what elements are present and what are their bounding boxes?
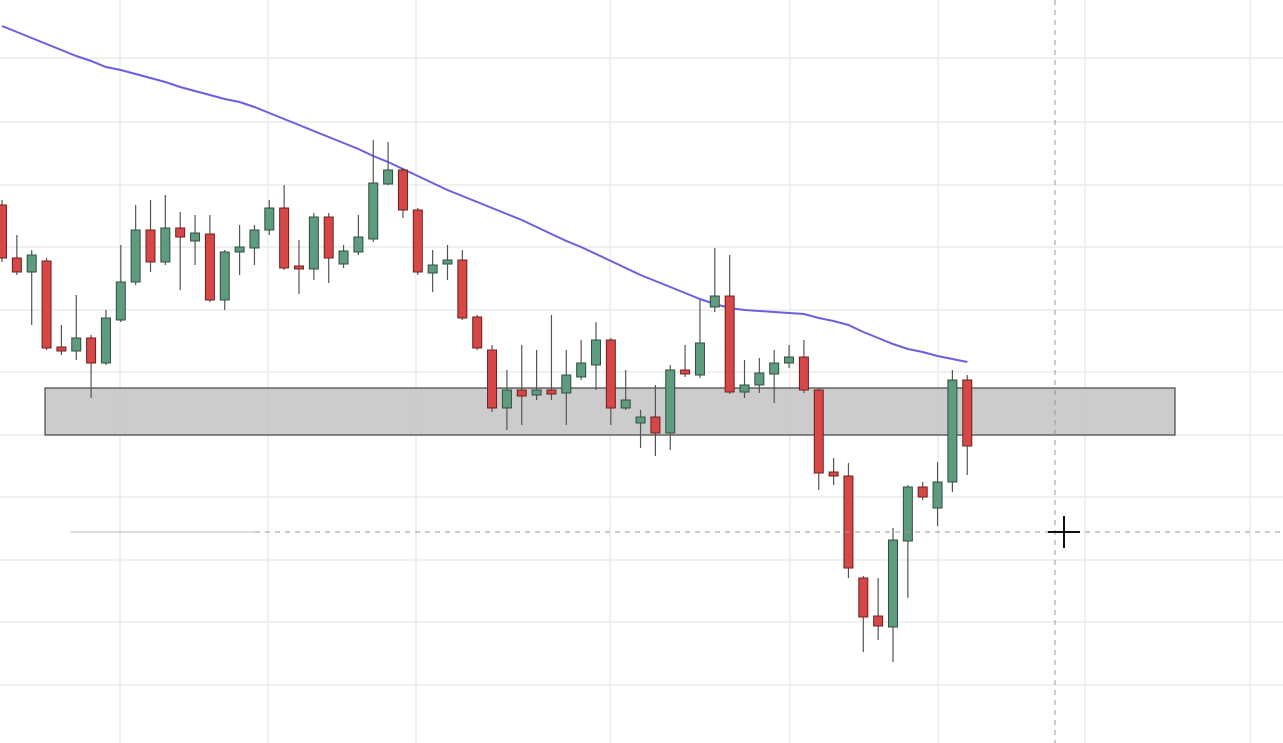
candle-body (427, 264, 438, 274)
candle-body (531, 389, 542, 396)
candle-body (175, 227, 186, 238)
candle-body (130, 229, 141, 283)
moving-average (1, 25, 968, 363)
candle-body (11, 257, 22, 273)
candle-body (620, 399, 631, 409)
crosshair (70, 0, 1283, 743)
candle-body (412, 209, 423, 273)
candle-body (546, 389, 557, 395)
candle-body (888, 539, 898, 628)
candle-body (308, 216, 319, 270)
candle-body (694, 342, 705, 376)
candle-body (784, 356, 795, 364)
candle-body (100, 317, 111, 364)
candle-body (769, 362, 780, 375)
candle-body (962, 379, 973, 447)
candle-body (294, 265, 304, 270)
candle-body (947, 379, 958, 483)
candle-body (190, 232, 201, 242)
candle-body (724, 295, 735, 393)
candle-body (472, 316, 483, 349)
candle-body (397, 169, 408, 211)
candle-body (917, 486, 928, 498)
candle-body (115, 281, 126, 321)
candle-body (457, 259, 468, 319)
candle-body (145, 229, 156, 263)
candle-body (41, 260, 52, 349)
candle-body (561, 374, 572, 394)
candle-body (665, 369, 676, 434)
candle-body (754, 372, 765, 386)
candle-body (798, 356, 809, 391)
candle-body (323, 216, 334, 259)
candle-body (591, 339, 601, 366)
candle-body (902, 486, 913, 542)
ma-layer (1, 25, 968, 363)
candle-body (279, 207, 290, 269)
candle-body (858, 577, 869, 618)
candle-body (650, 416, 661, 434)
candle-body (234, 246, 245, 253)
candle-body (605, 339, 616, 409)
candle-body (516, 389, 527, 397)
candle-body (828, 471, 839, 477)
candle-body (71, 337, 82, 352)
candle-body (368, 182, 379, 240)
candle-body (219, 251, 230, 301)
candle-body (843, 475, 854, 569)
candle-body (249, 229, 260, 249)
candle-body (576, 362, 587, 378)
candle-body (353, 236, 364, 253)
candle-body (56, 346, 67, 352)
candles (0, 140, 973, 662)
candle-body (204, 233, 215, 301)
candle-body (873, 615, 884, 627)
candle-body (338, 250, 349, 265)
candle-body (86, 337, 97, 364)
candle-body (813, 389, 824, 474)
candle-body (501, 389, 512, 409)
candle-body (442, 259, 453, 265)
candle-body (264, 207, 275, 231)
candle-body (680, 369, 691, 375)
candle-body (635, 416, 646, 424)
candle-body (739, 384, 750, 393)
candle-body (383, 169, 394, 185)
candle-body (932, 481, 943, 509)
candle-body (709, 295, 720, 308)
candle-body (0, 204, 7, 259)
candle-body (487, 349, 498, 409)
candle-body (26, 254, 37, 273)
candle-body (160, 227, 171, 263)
